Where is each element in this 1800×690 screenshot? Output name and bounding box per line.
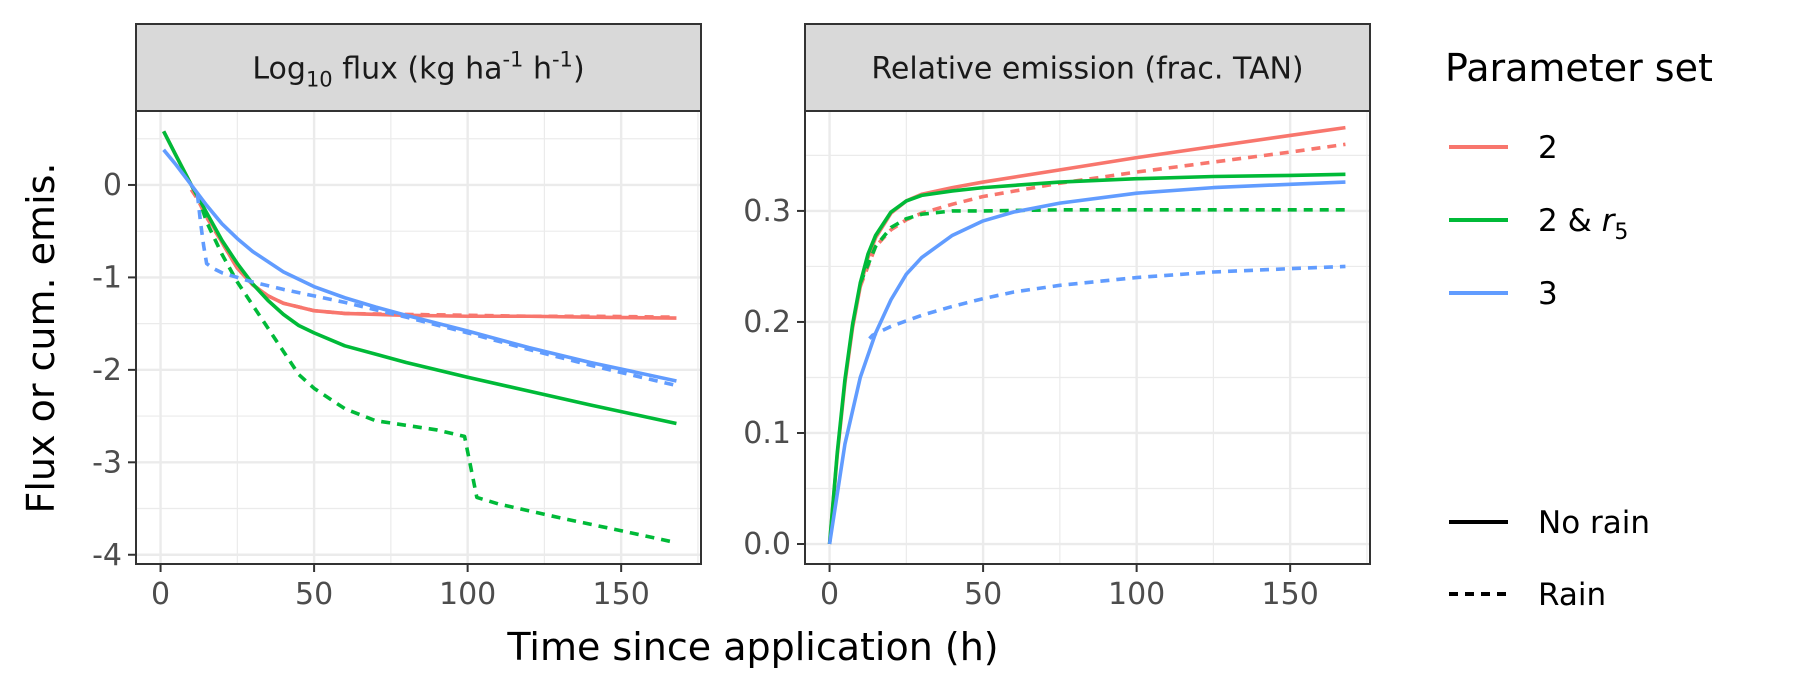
x-axis-title: Time since application (h) bbox=[506, 625, 998, 669]
legend-label-no_rain: No rain bbox=[1538, 505, 1650, 541]
legend-title: Parameter set bbox=[1445, 46, 1713, 90]
series-line-2r5-no-rain bbox=[162, 130, 677, 426]
y-tick-label: -2 bbox=[92, 353, 122, 388]
x-tick-label: 100 bbox=[439, 577, 496, 612]
panel-border-relative bbox=[804, 110, 1371, 565]
y-tick-label: -3 bbox=[92, 445, 122, 480]
y-tick-label: 0 bbox=[103, 168, 122, 203]
x-tick-label: 50 bbox=[295, 577, 333, 612]
series-line-3-rain bbox=[195, 194, 677, 388]
series-line-2r5-no-rain bbox=[827, 172, 1346, 545]
legend-colors: 2 2 & r5 3 bbox=[1449, 130, 1628, 312]
legend-label-2: 2 bbox=[1538, 130, 1558, 166]
legend-label-2r5: 2 & r5 bbox=[1538, 203, 1628, 245]
legend-label-rain: Rain bbox=[1538, 577, 1606, 613]
x-tick-label: 50 bbox=[964, 577, 1002, 612]
panel-relative: Relative emission (frac. TAN) 0 50 100 150 0.… bbox=[743, 23, 1371, 612]
strip-label-relative: Relative emission (frac. TAN) bbox=[871, 52, 1303, 87]
series-relative bbox=[827, 125, 1346, 545]
y-tick-label: 0.1 bbox=[743, 416, 791, 451]
y-tick-label: 0.3 bbox=[743, 194, 791, 229]
series-line-3-no-rain bbox=[827, 180, 1346, 545]
series-line-2r5-rain bbox=[858, 208, 1346, 284]
x-tick-label: 0 bbox=[820, 577, 839, 612]
series-line-3-rain bbox=[868, 264, 1346, 340]
y-tick-label: -4 bbox=[92, 538, 122, 573]
y-tick-label: 0.0 bbox=[743, 527, 791, 562]
panels: Log10 flux (kg ha-1 h-1) 0 50 100 150 0 -1 -2 -3… bbox=[92, 23, 1371, 612]
y-tick-label: 0.2 bbox=[743, 305, 791, 340]
legend: Parameter set 2 2 & r5 3 No rain Rain bbox=[1445, 46, 1713, 613]
x-tick-label: 150 bbox=[593, 577, 650, 612]
grid-flux bbox=[136, 111, 701, 564]
legend-label-3: 3 bbox=[1538, 276, 1558, 312]
panel-border-flux bbox=[135, 110, 702, 565]
series-flux bbox=[162, 130, 677, 545]
strip-flux bbox=[135, 23, 702, 112]
plot-area-relative bbox=[805, 111, 1370, 564]
strip-relative bbox=[804, 23, 1371, 112]
x-tick-label: 0 bbox=[151, 577, 170, 612]
series-line-2-rain bbox=[189, 188, 677, 319]
y-tick-label: -1 bbox=[92, 260, 122, 295]
series-line-2r5-rain bbox=[195, 193, 677, 545]
series-line-2-rain bbox=[858, 142, 1346, 288]
x-tick-label: 100 bbox=[1108, 577, 1165, 612]
legend-linetypes: No rain Rain bbox=[1449, 505, 1650, 613]
y-axis-title: Flux or cum. emis. bbox=[19, 163, 63, 514]
x-tick-label: 150 bbox=[1262, 577, 1319, 612]
panel-flux: Log10 flux (kg ha-1 h-1) 0 50 100 150 0 -1 -2 -3… bbox=[92, 23, 702, 612]
strip-label-flux: Log10 flux (kg ha-1 h-1) bbox=[252, 48, 584, 92]
plot-area-flux bbox=[136, 111, 701, 564]
